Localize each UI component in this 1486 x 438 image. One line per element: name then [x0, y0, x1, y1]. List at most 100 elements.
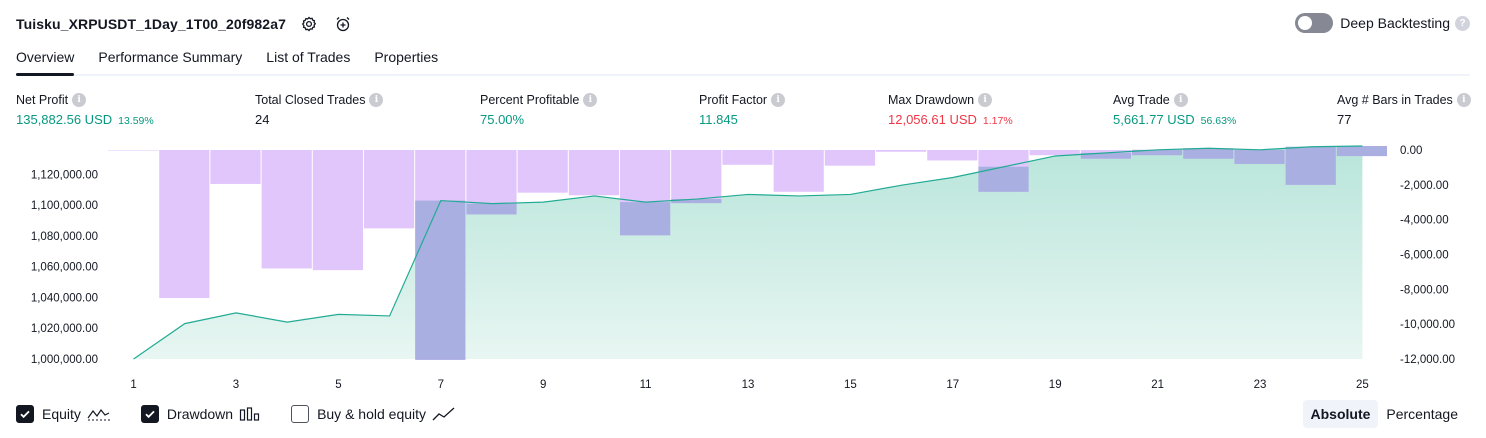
- drawdown-bar: [364, 150, 415, 229]
- metric-label: Max Drawdown: [888, 93, 975, 107]
- drawdown-overlap: [1132, 149, 1183, 156]
- drawdown-bar: [876, 150, 927, 152]
- metric-label: Avg # Bars in Trades: [1337, 93, 1453, 107]
- x-tick-label: 23: [1254, 379, 1267, 391]
- y-right-tick-label: -10,000.00: [1400, 319, 1455, 331]
- metric-value: 135,882.56 USD: [16, 112, 113, 127]
- metric-label: Profit Factor: [699, 93, 768, 107]
- y-right-tick-label: -2,000.00: [1400, 180, 1449, 192]
- drawdown-overlap: [1080, 152, 1131, 159]
- tab-properties[interactable]: Properties: [374, 49, 439, 65]
- y-left-tick-label: 1,080,000.00: [31, 231, 98, 243]
- help-question-icon[interactable]: ?: [1455, 15, 1470, 31]
- metric-max-drawdown: Max Drawdown i 12,056.61 USD 1.17%: [888, 93, 1013, 127]
- equity-line: [133, 145, 1363, 360]
- drawdown-overlap: [671, 199, 722, 204]
- info-icon[interactable]: i: [978, 93, 993, 107]
- tab-overview[interactable]: Overview: [16, 42, 75, 76]
- drawdown-overlap: [1285, 146, 1336, 185]
- y-right-tick-label: 0.00: [1400, 145, 1422, 157]
- value-mode-switch: Absolute Percentage: [1302, 400, 1467, 428]
- x-tick-label: 1: [130, 379, 136, 391]
- drawdown-bar: [927, 150, 978, 161]
- y-left-tick-label: 1,000,000.00: [31, 354, 98, 366]
- strategy-title: Tuisku_XRPUSDT_1Day_1T00_20f982a7: [16, 16, 286, 32]
- y-left-tick-label: 1,060,000.00: [31, 262, 98, 274]
- metric-value: 24: [255, 112, 270, 127]
- x-tick-label: 19: [1049, 379, 1062, 391]
- drawdown-checkbox[interactable]: [140, 405, 159, 423]
- drawdown-overlap: [1183, 148, 1234, 159]
- drawdown-bar: [210, 150, 261, 184]
- metric-percent-profitable: Percent Profitable i 75.00%: [480, 93, 598, 127]
- drawdown-bar: [568, 150, 619, 196]
- metric-total-closed-trades: Total Closed Trades i 24: [255, 93, 384, 127]
- percentage-button[interactable]: Percentage: [1386, 406, 1458, 422]
- drawdown-overlap: [415, 200, 466, 360]
- x-tick-label: 7: [438, 379, 444, 391]
- metric-avg-bars: Avg # Bars in Trades i 77: [1337, 93, 1471, 127]
- info-icon[interactable]: i: [1173, 93, 1188, 107]
- metric-net-profit: Net Profit i 135,882.56 USD 13.59%: [16, 93, 154, 127]
- x-tick-label: 11: [640, 379, 652, 391]
- metric-value: 12,056.61 USD: [888, 112, 977, 127]
- legend-buy-hold[interactable]: Buy & hold equity: [291, 405, 456, 423]
- legend-label: Drawdown: [166, 406, 234, 422]
- equity-checkbox[interactable]: [16, 405, 34, 423]
- metric-avg-trade: Avg Trade i 5,661.77 USD 56.63%: [1113, 93, 1236, 127]
- drawdown-bar: [773, 150, 824, 192]
- x-tick-label: 9: [540, 379, 546, 391]
- alarm-clock-add-icon[interactable]: [332, 13, 354, 35]
- x-tick-label: 25: [1356, 379, 1369, 391]
- x-tick-label: 21: [1151, 379, 1164, 391]
- metric-value: 11.845: [699, 112, 738, 127]
- buy-hold-checkbox[interactable]: [291, 405, 310, 423]
- legend-equity[interactable]: Equity: [16, 405, 111, 423]
- report-tabs: Overview Performance Summary List of Tra…: [16, 42, 1470, 76]
- y-left-tick-label: 1,040,000.00: [31, 292, 98, 304]
- info-icon[interactable]: i: [72, 93, 87, 107]
- metric-label: Total Closed Trades: [255, 93, 366, 107]
- y-left-tick-label: 1,120,000.00: [31, 169, 98, 181]
- deep-backtesting-toggle[interactable]: [1295, 13, 1334, 33]
- y-right-tick-label: -4,000.00: [1400, 215, 1449, 227]
- info-icon[interactable]: i: [771, 93, 786, 107]
- info-icon[interactable]: i: [583, 93, 598, 107]
- tab-performance-summary[interactable]: Performance Summary: [98, 49, 243, 65]
- deep-backtesting: Deep Backtesting ?: [1295, 13, 1470, 33]
- metric-percent: 1.17%: [982, 115, 1013, 127]
- metric-value: 75.00%: [480, 112, 525, 127]
- y-right-tick-label: -6,000.00: [1400, 250, 1449, 262]
- absolute-button[interactable]: Absolute: [1302, 400, 1379, 428]
- metric-value: 5,661.77 USD: [1113, 112, 1195, 127]
- metric-label: Net Profit: [16, 93, 69, 107]
- y-left-tick-label: 1,100,000.00: [31, 200, 98, 212]
- drawdown-bar: [671, 150, 722, 204]
- tab-list-of-trades[interactable]: List of Trades: [266, 49, 351, 65]
- strategy-header: Tuisku_XRPUSDT_1Day_1T00_20f982a7: [16, 12, 354, 36]
- legend-label: Equity: [42, 406, 81, 422]
- settings-gear-icon[interactable]: [298, 13, 320, 35]
- drawdown-bar: [824, 150, 875, 166]
- metric-percent: 56.63%: [1200, 115, 1237, 127]
- info-icon[interactable]: i: [1456, 93, 1471, 107]
- drawdown-overlap: [1336, 145, 1387, 157]
- metric-profit-factor: Profit Factor i 11.845: [699, 93, 786, 127]
- legend-label: Buy & hold equity: [317, 406, 427, 422]
- metric-value: 77: [1337, 112, 1352, 127]
- equity-drawdown-chart[interactable]: 1,000,000.00 1,020,000.00 1,040,000.00 1,06…: [0, 140, 1486, 398]
- y-right-tick-label: -12,000.00: [1400, 354, 1455, 366]
- drawdown-overlap: [466, 203, 517, 215]
- drawdown-bar: [517, 150, 568, 193]
- info-icon[interactable]: i: [369, 93, 384, 107]
- buy-hold-line-icon: [432, 406, 456, 422]
- drawdown-bar: [722, 150, 773, 165]
- x-tick-label: 5: [335, 379, 341, 391]
- drawdown-bar: [108, 150, 159, 151]
- legend-drawdown[interactable]: Drawdown: [140, 405, 261, 423]
- deep-backtesting-label: Deep Backtesting: [1340, 15, 1450, 31]
- y-left-tick-label: 1,020,000.00: [31, 323, 98, 335]
- y-right-tick-label: -8,000.00: [1400, 284, 1449, 296]
- chart-legend: Equity Drawdown Buy & hold equity: [16, 402, 486, 426]
- x-tick-label: 13: [742, 379, 755, 391]
